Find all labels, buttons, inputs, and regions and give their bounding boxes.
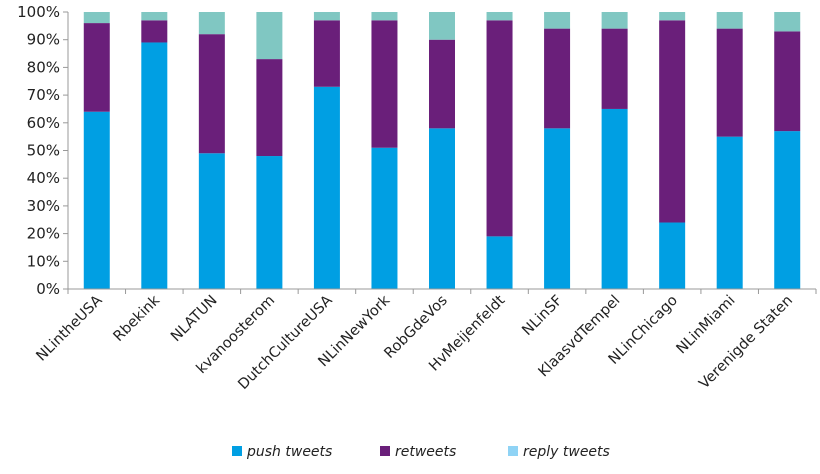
bar-segment-retweets: [486, 20, 513, 237]
y-tick-label: 20%: [27, 225, 60, 243]
bar-segment-push-tweets: [774, 131, 801, 289]
bar-segment-reply-tweets: [659, 12, 686, 21]
legend-swatch: [380, 446, 390, 456]
category-label: NLintheUSA: [34, 292, 106, 364]
category-label: DutchCultureUSA: [235, 292, 335, 392]
y-tick-label: 70%: [27, 86, 60, 104]
y-tick-label: 80%: [27, 58, 60, 76]
bar-segment-reply-tweets: [716, 12, 743, 29]
legend: push tweets retweets reply tweets: [232, 444, 610, 460]
legend-label: reply tweets: [523, 444, 610, 460]
bar-segment-retweets: [256, 59, 283, 157]
bar-segment-push-tweets: [544, 128, 571, 289]
legend-swatch: [232, 446, 242, 456]
legend-label: push tweets: [246, 444, 332, 460]
bar-segment-retweets: [83, 23, 110, 112]
category-label: NLinSF: [519, 293, 565, 339]
bar-segment-push-tweets: [429, 128, 455, 289]
bar-segment-reply-tweets: [256, 12, 283, 60]
bar-segment-push-tweets: [659, 222, 686, 289]
bar-segment-reply-tweets: [371, 12, 398, 21]
bar-segment-push-tweets: [83, 111, 110, 289]
bar-segment-retweets: [371, 20, 398, 148]
bar-segment-retweets: [313, 20, 340, 87]
bar-segment-reply-tweets: [198, 12, 225, 35]
bar-segment-retweets: [659, 20, 686, 223]
bar-segment-push-tweets: [141, 42, 168, 289]
bar-segment-retweets: [601, 28, 628, 109]
bar-segment-push-tweets: [486, 236, 513, 289]
bars-group: [83, 12, 801, 289]
bar-segment-retweets: [198, 34, 225, 154]
bar-segment-retweets: [544, 28, 571, 129]
bar-segment-retweets: [141, 20, 168, 43]
bar-segment-push-tweets: [198, 153, 225, 289]
y-tick-label: 60%: [27, 114, 60, 132]
bar-segment-push-tweets: [256, 156, 283, 289]
y-tick-label: 100%: [17, 3, 60, 21]
bar-segment-retweets: [716, 28, 743, 137]
bar-segment-push-tweets: [716, 136, 743, 289]
y-axis: 0% 10% 20% 30% 40% 50% 60% 70% 80% 90% 100%: [17, 3, 69, 298]
bar-segment-reply-tweets: [141, 12, 168, 21]
y-tick-label: 50%: [27, 142, 60, 160]
x-axis: NLintheUSA Rbekink NLATUNkvanoosteromDutch…: [34, 288, 817, 393]
bar-segment-reply-tweets: [313, 12, 340, 21]
bar-segment-reply-tweets: [544, 12, 571, 29]
bar-segment-reply-tweets: [601, 12, 628, 29]
y-tick-label: 40%: [27, 169, 60, 187]
bar-segment-reply-tweets: [486, 12, 513, 21]
bar-segment-reply-tweets: [429, 12, 455, 40]
y-tick-label: 10%: [27, 252, 60, 270]
y-tick-label: 90%: [27, 31, 60, 49]
bar-segment-reply-tweets: [774, 12, 801, 32]
bar-segment-reply-tweets: [83, 12, 110, 24]
bar-segment-push-tweets: [601, 108, 628, 289]
bar-segment-retweets: [774, 31, 801, 132]
bar-segment-push-tweets: [313, 86, 340, 289]
bar-segment-retweets: [429, 39, 455, 129]
legend-swatch: [508, 446, 518, 456]
y-tick-label: 30%: [27, 197, 60, 215]
category-label: Rbekink: [111, 292, 164, 345]
bar-segment-push-tweets: [371, 147, 398, 289]
y-tick-label: 0%: [36, 280, 60, 298]
legend-label: retweets: [395, 444, 456, 460]
category-label: NLATUN: [168, 293, 221, 346]
